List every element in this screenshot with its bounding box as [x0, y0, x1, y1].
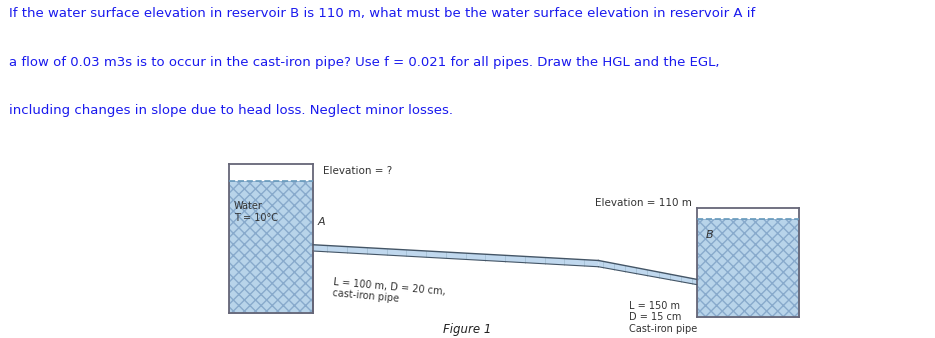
Text: a flow of 0.03 m3s is to occur in the cast-iron pipe? Use f = 0.021 for all pipe: a flow of 0.03 m3s is to occur in the ca…: [9, 55, 720, 69]
Polygon shape: [229, 181, 313, 313]
Polygon shape: [697, 219, 799, 317]
Text: L = 100 m, D = 20 cm,
cast-iron pipe: L = 100 m, D = 20 cm, cast-iron pipe: [332, 277, 446, 308]
Text: B: B: [706, 230, 713, 240]
Polygon shape: [313, 245, 598, 267]
Text: A: A: [318, 217, 325, 227]
Text: Figure 1: Figure 1: [443, 323, 492, 336]
Text: L = 150 m
D = 15 cm
Cast-iron pipe: L = 150 m D = 15 cm Cast-iron pipe: [628, 301, 697, 334]
Text: Water
T = 10°C: Water T = 10°C: [234, 201, 278, 223]
Text: Elevation = ?: Elevation = ?: [323, 166, 392, 176]
Polygon shape: [598, 261, 697, 285]
Text: including changes in slope due to head loss. Neglect minor losses.: including changes in slope due to head l…: [9, 104, 453, 117]
Text: Elevation = 110 m: Elevation = 110 m: [595, 198, 692, 208]
Text: If the water surface elevation in reservoir B is 110 m, what must be the water s: If the water surface elevation in reserv…: [9, 7, 755, 20]
